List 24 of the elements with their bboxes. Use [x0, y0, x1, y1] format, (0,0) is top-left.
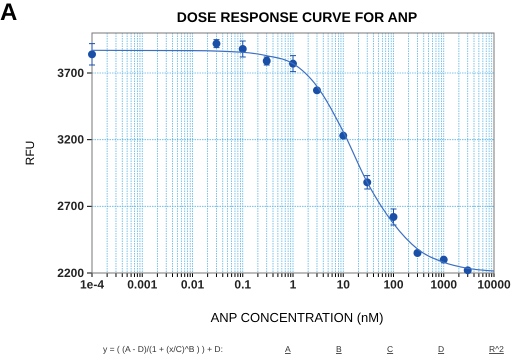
x-tick-label: 1e-4 — [80, 278, 104, 292]
text: B — [336, 344, 342, 354]
y-tick-label: 2200 — [57, 266, 84, 280]
x-tick-label: 1000 — [430, 278, 458, 292]
chart-title: DOSE RESPONSE CURVE FOR ANP — [176, 9, 418, 25]
x-tick-label: 0.1 — [234, 278, 252, 292]
x-tick-label: 0.01 — [180, 278, 204, 292]
text: R^2 — [489, 344, 504, 354]
text: A — [0, 0, 18, 26]
text: C — [387, 344, 394, 354]
point — [390, 213, 398, 221]
y-tick-label: 3200 — [57, 132, 84, 147]
y-tick-label: 3700 — [57, 66, 84, 80]
x-tick-label: 100 — [383, 278, 404, 292]
x-tick-label: 10 — [336, 278, 350, 292]
y-axis-title: RFU — [23, 140, 37, 166]
x-axis-title: ANP CONCENTRATION (nM) — [210, 310, 384, 325]
text: y = ( (A - D)/(1 + (x/C)^B ) ) + D: — [103, 344, 223, 354]
x-tick-label: 0.001 — [127, 278, 158, 292]
x-tick-label: 1 — [290, 278, 297, 292]
text: D — [438, 344, 444, 354]
x-tick-label: 10000 — [477, 278, 512, 292]
text: A — [285, 344, 291, 354]
y-tick-label: 2700 — [57, 199, 84, 214]
